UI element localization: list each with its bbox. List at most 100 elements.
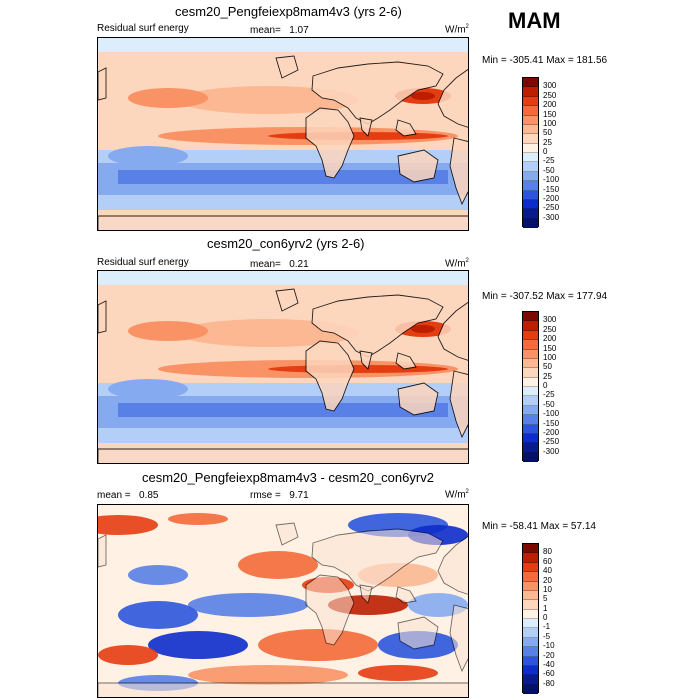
colorbar-tick-label: -200: [543, 427, 560, 437]
colorbar-swatch: [523, 544, 538, 554]
panel-3-rmse-label: rmse =: [250, 490, 281, 501]
colorbar-swatch: [523, 387, 538, 397]
panel-2-variable-label: Residual surf energy: [97, 257, 189, 268]
panel-3-title: cesm20_Pengfeiexp8mam4v3 - cesm20_con6yr…: [142, 470, 434, 485]
colorbar-swatch: [523, 553, 538, 563]
panel-1-mean-value: 1.07: [289, 25, 309, 36]
colorbar-swatch: [523, 665, 538, 676]
colorbar-swatch: [523, 637, 538, 648]
colorbar-swatch: [523, 415, 538, 425]
colorbar-tick-label: 250: [543, 324, 557, 334]
colorbar-tick-label: -300: [543, 446, 560, 456]
colorbar-tick-label: -300: [543, 212, 560, 222]
colorbar-tick-label: -20: [543, 650, 555, 660]
panel-2-mean: mean= 0.21: [250, 259, 309, 270]
panel-3-mean: mean = 0.85: [97, 490, 158, 501]
colorbar-swatch: [523, 600, 538, 610]
colorbar-swatch: [523, 87, 538, 97]
colorbar-tick-label: 200: [543, 334, 557, 344]
colorbar-swatch: [523, 171, 538, 182]
colorbar-swatch: [523, 115, 538, 125]
panel-2-mean-label: mean=: [250, 259, 281, 270]
colorbar-tick-label: -25: [543, 156, 555, 166]
colorbar-swatch: [523, 124, 538, 135]
colorbar-swatch: [523, 78, 538, 88]
colorbar-swatch: [523, 619, 538, 629]
colorbar-swatch: [523, 405, 538, 416]
panel-2-map: [97, 270, 469, 464]
colorbar-swatch: [523, 181, 538, 191]
panel-1-mean: mean= 1.07: [250, 25, 309, 36]
panel-1-minmax: Min = -305.41 Max = 181.56: [482, 55, 608, 66]
panel-2-title: cesm20_con6yrv2 (yrs 2-6): [207, 236, 365, 251]
colorbar-swatch: [523, 218, 538, 228]
colorbar-swatch: [523, 134, 538, 144]
panel-3-rmse: rmse = 9.71: [250, 490, 309, 501]
colorbar-tick-label: 100: [543, 352, 557, 362]
panel-3-units-base: W/m: [445, 489, 466, 501]
panel-2-minmax: Min = -307.52 Max = 177.94: [482, 291, 608, 302]
panel-3-mean-value: 0.85: [138, 490, 159, 501]
colorbar-swatch: [523, 452, 538, 462]
colorbar-tick-label: -5: [543, 631, 551, 641]
colorbar-tick-label: -50: [543, 399, 555, 409]
colorbar-swatch: [523, 209, 538, 219]
colorbar-tick-label: 80: [543, 547, 552, 557]
panel-2-units-base: W/m: [445, 258, 466, 270]
panel-3-units-exp: 2: [465, 489, 469, 495]
colorbar-tick-label: 150: [543, 343, 557, 353]
colorbar-swatch: [523, 368, 538, 378]
panel-1-units-exp: 2: [465, 24, 469, 30]
colorbar-tick-label: 20: [543, 575, 552, 585]
colorbar-tick-label: -250: [543, 437, 560, 447]
colorbar-tick-label: 0: [543, 381, 548, 390]
colorbar-swatch: [523, 433, 538, 444]
panel-2-mean-value: 0.21: [289, 259, 309, 270]
panel-2-units: W/m2: [445, 258, 469, 269]
panel-1-title: cesm20_Pengfeiexp8mam4v3 (yrs 2-6): [175, 4, 402, 19]
colorbar-tick-label: -40: [543, 659, 555, 669]
colorbar-tick-label: 40: [543, 566, 552, 576]
season-label: MAM: [508, 8, 561, 33]
colorbar-tick-label: 5: [543, 594, 548, 604]
colorbar-swatch: [523, 330, 538, 341]
colorbar-tick-label: -150: [543, 418, 560, 428]
panel-2-map-svg: [98, 271, 468, 463]
panel-1-variable-label: Residual surf energy: [97, 23, 189, 34]
colorbar-swatch: [523, 340, 538, 350]
colorbar-tick-label: 250: [543, 90, 557, 100]
colorbar-swatch: [523, 424, 538, 434]
colorbar-tick-label: 300: [543, 81, 557, 91]
colorbar-tick-label: -150: [543, 184, 560, 194]
colorbar-swatch: [523, 628, 538, 638]
panel-3-minmax: Min = -58.41 Max = 57.14: [482, 521, 596, 532]
colorbar-swatch: [523, 106, 538, 116]
colorbar-tick-label: 25: [543, 137, 552, 147]
panel-3-map-svg: [98, 505, 468, 697]
colorbar-tick-label: 50: [543, 362, 552, 372]
colorbar-swatch: [523, 609, 538, 619]
colorbar-swatch: [523, 190, 538, 200]
colorbar-tick-label: -10: [543, 641, 555, 651]
colorbar-swatch: [523, 562, 538, 573]
panel-1-mean-label: mean=: [250, 25, 281, 36]
colorbar-tick-label: 10: [543, 584, 552, 594]
colorbar-swatch: [523, 312, 538, 322]
colorbar-swatch: [523, 572, 538, 582]
colorbar-tick-label: -100: [543, 175, 560, 185]
colorbar-swatch: [523, 647, 538, 657]
colorbar-tick-label: -200: [543, 193, 560, 203]
colorbar-swatch: [523, 377, 538, 387]
colorbar-tick-label: -250: [543, 203, 560, 213]
colorbar-swatch: [523, 358, 538, 369]
colorbar-swatch: [523, 684, 538, 694]
colorbar-tick-label: 100: [543, 118, 557, 128]
colorbar-swatch: [523, 349, 538, 359]
colorbar-swatch: [523, 443, 538, 453]
colorbar-tick-label: 0: [543, 147, 548, 156]
colorbar-tick-label: 200: [543, 100, 557, 110]
colorbar-swatch: [523, 396, 538, 406]
colorbar-tick-label: 25: [543, 371, 552, 381]
colorbar-tick-label: -60: [543, 669, 555, 679]
panel-3-units: W/m2: [445, 489, 469, 500]
